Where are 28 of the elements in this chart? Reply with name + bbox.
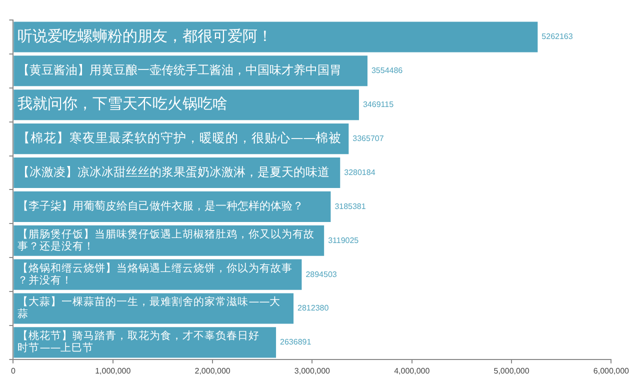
data-label: 3365707 xyxy=(352,134,384,143)
data-label: 3119025 xyxy=(328,236,360,245)
data-label: 2636891 xyxy=(280,338,312,347)
data-label: 3280184 xyxy=(344,168,376,177)
y-tick-label: 【大蒜】一棵蒜苗的一生，最难割舍的家常滋味——大蒜 xyxy=(18,295,281,320)
x-tick-label: 1,000,000 xyxy=(95,366,132,376)
x-tick-label: 2,000,000 xyxy=(194,366,231,376)
data-label: 3185381 xyxy=(334,202,366,211)
data-label: 2812380 xyxy=(298,304,330,313)
y-tick-label: 我就问你，下雪天不吃火锅吃啥 xyxy=(18,94,228,113)
y-tick-label: 【桃花节】骑马踏青，取花为食，才不辜负春日好时节——上巳节 xyxy=(18,329,260,354)
data-label: 2894503 xyxy=(306,270,338,279)
data-label: 3469115 xyxy=(362,100,394,110)
x-tick-label: 0 xyxy=(11,366,16,376)
y-tick-label: 【棉花】寒夜里最柔软的守护，暖暖的，很贴心——棉被 xyxy=(18,130,342,146)
y-tick-label: 【烙锅和缙云烧饼】当烙锅遇上缙云烧饼，你以为有故事？并没有！ xyxy=(18,261,293,286)
bar xyxy=(14,22,538,52)
y-tick-label: 【冰激凌】凉冰冰甜丝丝的浆果蛋奶冰激淋，是夏天的味道 xyxy=(18,164,330,179)
y-tick-label: 【李子柒】用葡萄皮给自己做件衣服，是一种怎样的体验？ xyxy=(18,200,304,213)
x-tick-label: 4,000,000 xyxy=(394,366,430,376)
y-tick-label: 【黄豆酱油】用黄豆酿一壶传统手工酱油，中国味才养中国胃 xyxy=(18,63,342,78)
data-label: 3554486 xyxy=(371,66,404,76)
y-tick-label: 【腊肠煲仔饭】当腊味煲仔饭遇上胡椒猪肚鸡，你又以为有故事？还是没有！ xyxy=(18,227,315,252)
x-tick-label: 5,000,000 xyxy=(494,366,530,376)
x-tick-label: 3,000,000 xyxy=(294,366,331,376)
data-label: 5262163 xyxy=(542,32,574,42)
x-tick-label: 6,000,000 xyxy=(593,366,630,376)
y-tick-label: 听说爱吃螺蛳粉的朋友，都很可爱阿！ xyxy=(18,26,273,45)
